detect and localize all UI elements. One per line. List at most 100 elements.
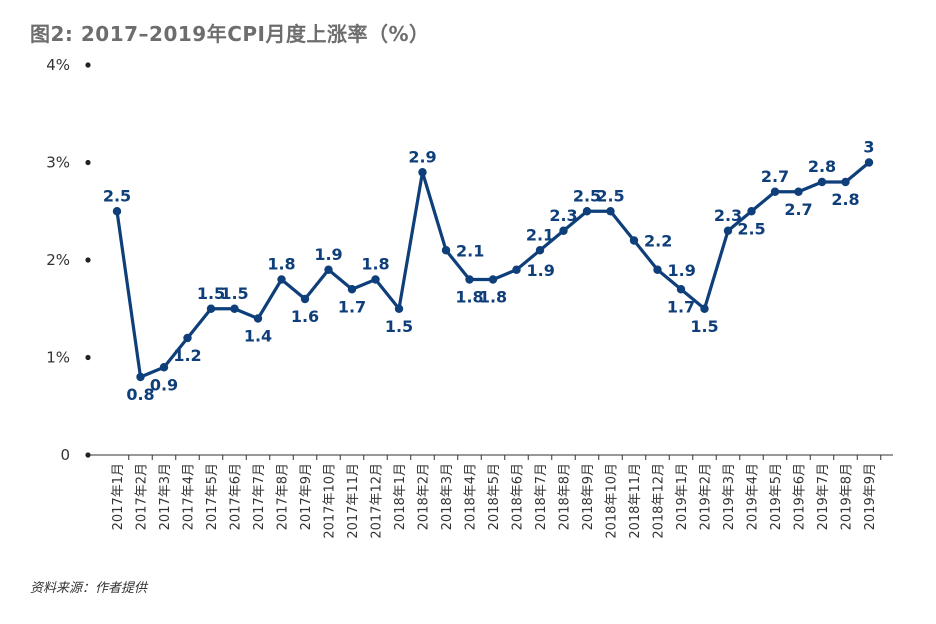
data-label: 1.5 <box>197 284 225 303</box>
x-tick-label: 2017年12月 <box>370 463 385 539</box>
data-point <box>418 168 427 177</box>
data-label: 0.9 <box>150 375 178 394</box>
data-label: 3 <box>863 138 874 157</box>
data-label: 2.3 <box>549 206 577 225</box>
x-tick-label: 2019年6月 <box>793 463 808 530</box>
chart-title: 图2: 2017–2019年CPI月度上涨率（%） <box>30 22 430 46</box>
x-tick-label: 2017年10月 <box>323 463 338 539</box>
data-point <box>112 207 122 216</box>
data-label: 0.8 <box>126 385 154 404</box>
x-tick-label: 2019年1月 <box>675 463 690 530</box>
series-line <box>115 160 871 379</box>
x-tick-label: 2019年2月 <box>699 463 714 530</box>
x-tick-label: 2019年9月 <box>863 463 878 530</box>
data-point <box>159 363 169 372</box>
x-tick-label: 2018年8月 <box>558 463 573 530</box>
data-label: 1.4 <box>244 327 272 346</box>
x-tick-label: 2019年7月 <box>816 463 831 530</box>
x-tick-label: 2018年5月 <box>487 463 502 530</box>
data-label: 1.7 <box>667 297 695 316</box>
y-tick-mark <box>85 257 91 263</box>
data-point <box>371 275 380 284</box>
data-point <box>841 177 850 187</box>
x-tick-label: 2017年6月 <box>229 463 244 530</box>
data-point <box>253 314 263 323</box>
data-label: 1.6 <box>291 307 319 326</box>
data-label: 1.5 <box>690 317 718 336</box>
data-point <box>535 246 545 255</box>
data-point <box>653 265 662 274</box>
y-tick-label: 1% <box>46 349 70 367</box>
x-tick-label: 2018年2月 <box>417 463 432 530</box>
data-point <box>559 226 568 235</box>
data-label: 2.5 <box>573 186 601 205</box>
x-tick-label: 2018年1月 <box>393 463 408 530</box>
data-label: 2.7 <box>761 167 789 186</box>
data-point <box>582 207 592 216</box>
x-tick-label: 2019年3月 <box>722 463 737 530</box>
x-tick-label: 2017年11月 <box>346 463 361 539</box>
data-point <box>817 177 827 187</box>
y-tick-label: 4% <box>46 56 70 74</box>
data-label: 2.5 <box>103 186 131 205</box>
data-point <box>723 226 733 235</box>
x-tick-label: 2018年10月 <box>605 463 620 539</box>
data-label: 1.9 <box>527 261 555 280</box>
y-tick-label: 2% <box>46 251 70 269</box>
data-point <box>347 285 357 294</box>
data-label: 1.5 <box>385 317 413 336</box>
data-label: 2.3 <box>714 206 742 225</box>
data-point <box>676 285 686 294</box>
y-tick-mark <box>85 159 91 166</box>
data-label: 2.5 <box>596 186 624 205</box>
x-tick-label: 2018年12月 <box>652 463 667 539</box>
data-label: 1.8 <box>267 255 295 274</box>
data-label: 2.1 <box>526 225 554 244</box>
x-tick-label: 2019年8月 <box>840 463 855 530</box>
data-point <box>183 333 192 343</box>
data-point <box>300 294 310 304</box>
data-label: 1.8 <box>455 288 483 307</box>
x-tick-label: 2017年8月 <box>276 463 291 530</box>
y-tick-label: 0 <box>60 446 70 464</box>
data-label: 1.9 <box>668 261 696 280</box>
data-point <box>629 236 639 245</box>
y-tick-mark <box>85 62 91 68</box>
data-label: 1.9 <box>314 245 342 264</box>
source-note: 资料来源：作者提供 <box>30 581 148 596</box>
data-point <box>465 275 474 284</box>
y-tick-mark <box>85 452 91 458</box>
data-point <box>770 187 780 196</box>
data-label: 2.9 <box>408 147 436 166</box>
data-point <box>206 304 216 313</box>
data-label: 1.2 <box>173 346 201 365</box>
x-tick-label: 2019年4月 <box>746 463 761 530</box>
y-tick-mark <box>85 354 91 361</box>
data-point <box>324 265 333 274</box>
data-label: 1.8 <box>361 255 389 274</box>
data-label: 2.2 <box>644 232 672 251</box>
x-tick-label: 2017年4月 <box>182 463 197 530</box>
x-tick-label: 2018年11月 <box>628 463 643 539</box>
x-tick-label: 2018年9月 <box>581 463 596 530</box>
x-tick-label: 2017年7月 <box>252 463 267 530</box>
x-tick-label: 2017年2月 <box>135 463 150 530</box>
data-label: 2.8 <box>808 157 836 176</box>
x-tick-label: 2018年3月 <box>440 463 455 530</box>
data-point <box>488 275 498 284</box>
data-point <box>606 207 615 216</box>
x-tick-label: 2017年1月 <box>111 463 126 530</box>
x-tick-label: 2017年5月 <box>205 463 220 530</box>
y-tick-label: 3% <box>46 154 70 172</box>
x-tick-label: 2018年6月 <box>511 463 526 530</box>
data-label: 1.7 <box>338 297 366 316</box>
data-label: 2.5 <box>737 219 765 238</box>
data-point <box>394 304 404 313</box>
data-point <box>277 275 286 284</box>
data-label: 2.7 <box>784 200 812 219</box>
x-tick-label: 2017年9月 <box>299 463 314 530</box>
data-label: 2.8 <box>831 190 859 209</box>
data-point <box>136 372 145 382</box>
